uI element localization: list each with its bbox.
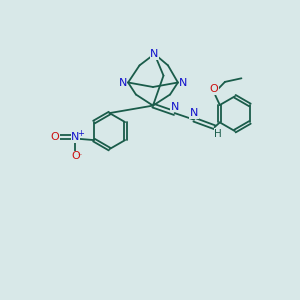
- Text: H: H: [214, 129, 222, 139]
- Text: O: O: [51, 132, 60, 142]
- Text: ⁻: ⁻: [78, 152, 82, 161]
- Text: N: N: [190, 108, 198, 118]
- Text: +: +: [77, 129, 83, 138]
- Text: O: O: [209, 84, 218, 94]
- Text: N: N: [170, 101, 179, 112]
- Text: N: N: [118, 77, 127, 88]
- Text: N: N: [150, 49, 159, 59]
- Text: N: N: [71, 132, 80, 142]
- Text: O: O: [71, 151, 80, 161]
- Text: N: N: [179, 77, 188, 88]
